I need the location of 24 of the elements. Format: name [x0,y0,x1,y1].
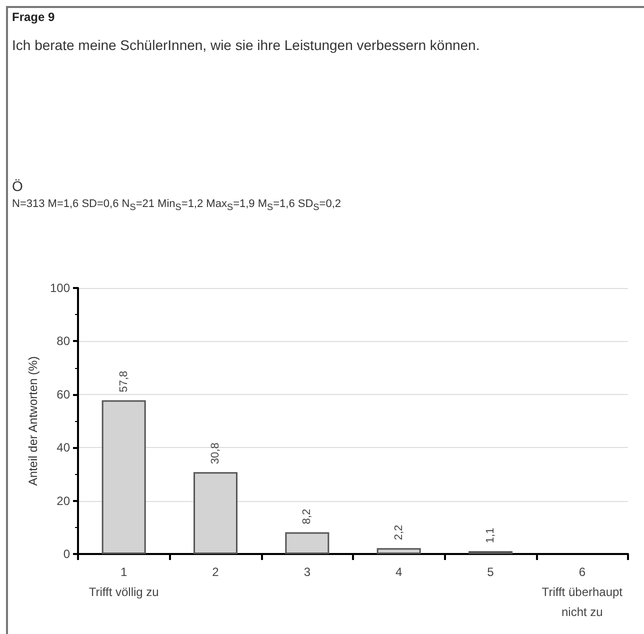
bar [285,532,330,554]
y-tick-label: 20 [56,494,70,508]
x-tick-label: 5 [487,565,494,579]
data-label: 2,2 [392,524,405,540]
y-tick-label: 60 [56,387,70,402]
y-tick-label: 40 [56,440,70,455]
text: N=313 M=1,6 SD=0,6 N$_{S}$=21 Min$_{S}$=1,2 Max$_{S}$=1,9 M$_{S}$=1,6 SD$_{S}$=0,2 [12,198,341,212]
data-label: 57,8 [118,370,130,392]
y-axis-title: Anteil der Antworten (%) [26,356,40,486]
chart-title: Frage 9 [12,10,55,24]
text: Ö [12,178,23,194]
x-tick-label: 6 Trifft überhaupt nicht zu [542,565,624,619]
bar [376,548,421,554]
x-tick-label: 1 Trifft völlig zu [88,565,159,599]
y-tick-label: 0 [63,547,70,561]
data-label: 1,1 [484,528,496,544]
x-tick-label: 2 [212,565,220,579]
data-label: 30,8 [210,442,222,464]
y-tick-label: 80 [56,334,70,348]
y-tick-label: 100 [50,281,70,295]
data-label: 8,2 [301,508,314,524]
x-tick-label: 3 [304,565,311,579]
x-tick-label: 4 [395,565,402,579]
chart-subtitle: Ich berate meine SchülerInnen, wie sie ihre Leistungen verbessern können. [12,36,481,55]
